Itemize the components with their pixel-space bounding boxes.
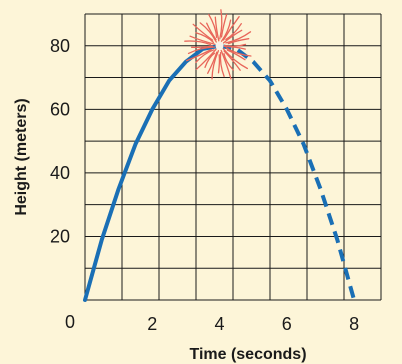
firework-ray <box>214 16 220 42</box>
tick-labels: 0 2 4 6 8 20 40 60 80 <box>50 36 359 334</box>
firework-ray <box>219 9 223 40</box>
firework-ray <box>186 48 212 62</box>
firework-ray <box>227 38 250 45</box>
y-axis-title: Height (meters) <box>13 98 30 215</box>
x-tick-label: 8 <box>349 314 359 334</box>
firework-ray <box>220 49 232 80</box>
firework-ray <box>184 40 212 46</box>
y-tick-label: 20 <box>50 226 70 246</box>
firework-ray <box>222 29 243 44</box>
y-tick-label: 80 <box>50 36 70 56</box>
firework-ray <box>195 48 217 70</box>
firework-ray <box>217 54 221 74</box>
x-tick-label: 0 <box>65 312 75 332</box>
firework-ray <box>207 51 218 74</box>
firework-ray <box>225 47 252 57</box>
firework-ray <box>226 49 246 61</box>
firework-ray <box>204 52 216 69</box>
firework-burst <box>184 9 252 80</box>
firework-ray <box>222 16 240 41</box>
firework-ray <box>192 23 214 41</box>
firework-ray <box>220 13 228 38</box>
x-tick-label: 6 <box>282 314 292 334</box>
ascending-curve-solid <box>83 43 222 302</box>
firework-ray <box>223 52 235 71</box>
firework-ray <box>219 52 225 78</box>
firework-ray <box>208 13 218 38</box>
firework-ray <box>211 50 220 80</box>
firework-ray <box>189 35 216 45</box>
y-tick-label: 60 <box>50 99 70 119</box>
firework-ray <box>225 31 252 44</box>
firework-ray <box>225 23 242 41</box>
firework-ray <box>220 19 232 42</box>
firework-ray <box>206 22 217 41</box>
firework-ray <box>195 49 215 64</box>
firework-ray <box>223 43 247 47</box>
x-tick-label: 2 <box>147 314 157 334</box>
firework-ray <box>187 46 216 55</box>
x-tick-label: 4 <box>215 314 225 334</box>
grid <box>84 13 382 301</box>
firework-core <box>215 41 224 50</box>
y-tick-label: 40 <box>50 163 70 183</box>
firework-ray <box>222 48 249 70</box>
descending-curve-dashed <box>219 43 357 301</box>
x-axis-title: Time (seconds) <box>189 346 306 363</box>
firework-ray <box>223 50 241 71</box>
firework-ray <box>223 45 246 50</box>
firework-ray <box>199 22 217 43</box>
firework-ray <box>190 45 214 49</box>
firework-ray <box>195 32 215 44</box>
curves <box>83 43 357 302</box>
